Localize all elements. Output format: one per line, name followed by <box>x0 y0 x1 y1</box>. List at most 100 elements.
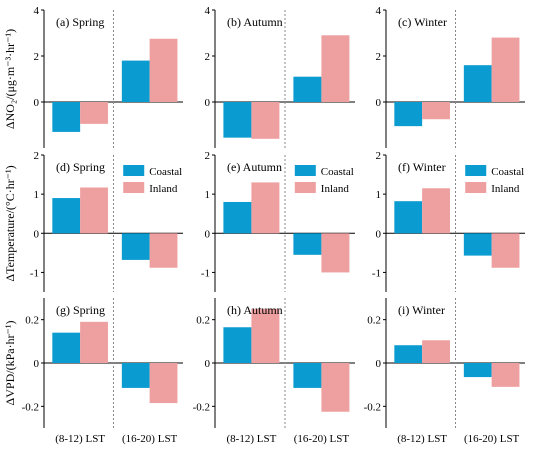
bar-coastal-2 <box>121 363 150 388</box>
bar-inland-1 <box>422 188 450 234</box>
panel-title: (a) Spring <box>56 15 104 29</box>
y-tick-label: 1 <box>205 189 211 201</box>
bar-inland-1 <box>251 308 280 363</box>
legend-label-inland: Inland <box>321 183 350 195</box>
y-tick-label: 0 <box>376 228 382 240</box>
bar-coastal-1 <box>394 201 423 234</box>
bar-coastal-1 <box>52 198 81 234</box>
y-tick-label: 0 <box>34 97 40 109</box>
panel-8: -0.2 0 0.2 (8-12) LST (16-20) LST (h) Autumn <box>193 298 355 445</box>
y-tick-label: 0 <box>205 228 211 240</box>
legend-swatch-inland <box>294 182 316 193</box>
y-tick-label: 0 <box>376 358 382 370</box>
y-tick-label: 2 <box>34 51 40 63</box>
panel-title: (g) Spring <box>56 303 105 317</box>
y-tick-label: 0.2 <box>25 315 39 327</box>
bar-coastal-1 <box>52 102 81 132</box>
panel-9: -0.2 0 0.2 (8-12) LST (16-20) LST (i) Winter <box>364 298 525 445</box>
y-tick-label: 4 <box>34 5 40 17</box>
bar-inland-2 <box>149 363 178 404</box>
panel-4: -1 0 1 2 (d) Spring ΔTemperature/(°C·hr⁻¹) Coa… <box>3 150 183 292</box>
bar-inland-1 <box>422 340 450 363</box>
legend-swatch-coastal <box>465 165 487 176</box>
panel-title: (i) Winter <box>398 303 445 317</box>
y-tick-label: 1 <box>34 189 40 201</box>
panel-7: -0.2 0 0.2 (8-12) LST (16-20) LST (g) Spring Δ… <box>3 298 183 445</box>
y-tick-label: -0.2 <box>22 401 39 413</box>
panel-title: (b) Autumn <box>227 15 283 29</box>
y-tick-label: -0.2 <box>193 401 210 413</box>
bar-inland-2 <box>321 35 350 102</box>
bar-inland-2 <box>491 37 520 102</box>
bar-coastal-2 <box>293 76 322 102</box>
bar-inland-1 <box>80 321 108 363</box>
y-tick-label: 4 <box>376 5 382 17</box>
panel-title: (c) Winter <box>398 15 447 29</box>
panel-title: (h) Autumn <box>227 303 283 317</box>
bar-inland-1 <box>422 102 450 120</box>
y-tick-label: 0.2 <box>196 315 210 327</box>
bar-coastal-1 <box>223 327 252 363</box>
legend-label-coastal: Coastal <box>491 166 524 178</box>
y-tick-label: -1 <box>30 267 39 279</box>
y-tick-label: 0 <box>376 97 382 109</box>
bar-coastal-2 <box>463 363 492 378</box>
y-tick-label: -0.2 <box>364 401 381 413</box>
x-tick-label: (8-12) LST <box>397 433 447 445</box>
y-tick-label: 2 <box>376 51 382 63</box>
y-tick-label: 0 <box>34 358 40 370</box>
bar-coastal-1 <box>223 201 252 234</box>
bar-inland-1 <box>80 187 108 234</box>
bar-inland-1 <box>251 182 280 234</box>
y-tick-label: -1 <box>372 267 381 279</box>
panel-5: -1 0 1 2 (e) Autumn Coastal Inland <box>201 150 355 292</box>
bar-coastal-2 <box>293 363 322 388</box>
bar-coastal-1 <box>394 102 423 127</box>
bar-inland-2 <box>149 233 178 268</box>
y-axis-label: ΔVPD/(kPa·hr⁻¹) <box>3 321 17 406</box>
bar-coastal-1 <box>223 102 252 138</box>
legend-swatch-inland <box>123 182 145 193</box>
y-axis-label: ΔTemperature/(°C·hr⁻¹) <box>3 165 17 281</box>
y-tick-label: 0.2 <box>367 315 381 327</box>
legend-swatch-coastal <box>294 165 316 176</box>
x-tick-label: (16-20) LST <box>464 433 520 445</box>
y-tick-label: 2 <box>205 150 211 162</box>
legend-label-coastal: Coastal <box>149 166 182 178</box>
y-axis-label: ΔNO₂/(μg·m⁻³·hr⁻¹) <box>3 29 17 129</box>
bar-coastal-1 <box>52 332 81 363</box>
panel-title: (f) Winter <box>398 160 446 174</box>
bar-coastal-2 <box>463 65 492 102</box>
y-tick-label: 2 <box>34 150 40 162</box>
y-tick-label: 0 <box>205 97 211 109</box>
x-tick-label: (16-20) LST <box>294 433 350 445</box>
panel-3: 0 2 4 (c) Winter <box>376 5 525 148</box>
x-tick-label: (16-20) LST <box>122 433 178 445</box>
bar-coastal-2 <box>121 233 150 260</box>
bar-inland-2 <box>321 363 350 412</box>
y-tick-label: 0 <box>205 358 211 370</box>
bar-inland-2 <box>491 363 520 387</box>
panel-title: (d) Spring <box>56 160 105 174</box>
y-tick-label: 0 <box>34 228 40 240</box>
bar-inland-2 <box>491 233 520 268</box>
bar-inland-1 <box>251 102 280 139</box>
legend-swatch-coastal <box>123 165 145 176</box>
bar-coastal-1 <box>394 345 423 363</box>
y-tick-label: 2 <box>376 150 382 162</box>
y-tick-label: 4 <box>205 5 211 17</box>
x-tick-label: (8-12) LST <box>227 433 277 445</box>
legend-label-inland: Inland <box>149 183 178 195</box>
legend-swatch-inland <box>465 182 487 193</box>
panel-6: -1 0 1 2 (f) Winter Coastal Inland <box>372 150 525 292</box>
legend-label-inland: Inland <box>491 183 520 195</box>
bar-coastal-2 <box>293 233 322 255</box>
bar-coastal-2 <box>463 233 492 256</box>
panel-2: 0 2 4 (b) Autumn <box>205 5 355 148</box>
legend-label-coastal: Coastal <box>321 166 354 178</box>
panel-title: (e) Autumn <box>227 160 282 174</box>
panel-1: 0 2 4 (a) Spring ΔNO₂/(μg·m⁻³·hr⁻¹) <box>3 5 183 148</box>
bar-inland-2 <box>321 233 350 273</box>
bar-inland-1 <box>80 102 108 124</box>
